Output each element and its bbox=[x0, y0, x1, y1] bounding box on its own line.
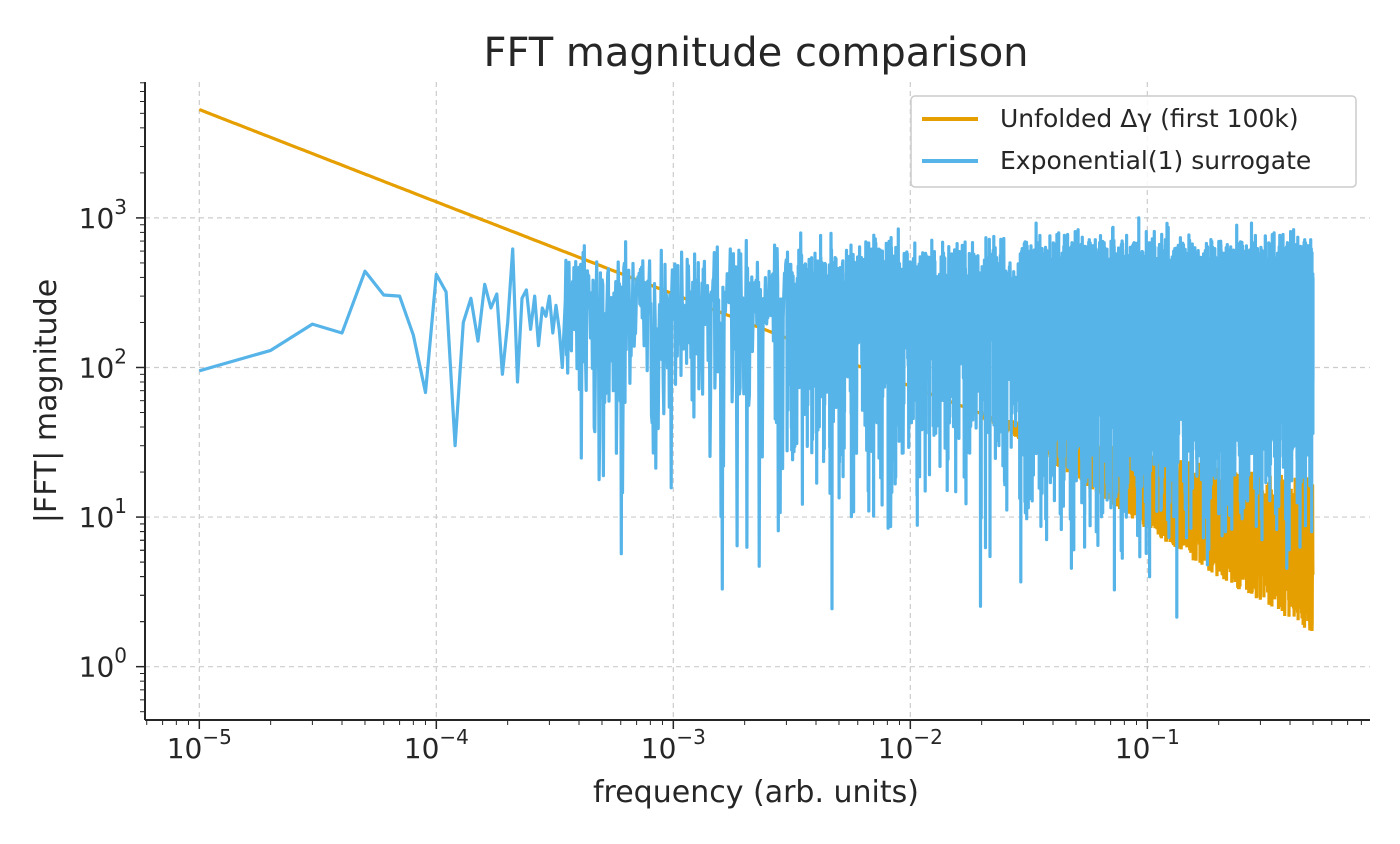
chart-title: FFT magnitude comparison bbox=[483, 30, 1028, 76]
axes: 10−5 10−4 10−3 10−2 10−1 100 101 102 103 bbox=[79, 82, 1370, 765]
x-tick-label: 10−5 bbox=[167, 725, 232, 765]
y-tick-label: 100 bbox=[79, 644, 127, 684]
y-axis-label: |FFT| magnitude bbox=[29, 279, 64, 523]
x-tick-label: 10−1 bbox=[1115, 725, 1180, 765]
x-tick-label: 10−3 bbox=[641, 725, 706, 765]
legend-label-unfolded: Unfolded Δγ (first 100k) bbox=[1000, 104, 1299, 133]
series-line-surrogate bbox=[198, 216, 1315, 619]
x-axis-label: frequency (arb. units) bbox=[593, 775, 919, 810]
x-tick-label: 10−2 bbox=[878, 725, 943, 765]
legend: Unfolded Δγ (first 100k) Exponential(1) … bbox=[910, 95, 1357, 188]
legend-box bbox=[910, 95, 1357, 188]
x-tick-label: 10−4 bbox=[404, 725, 469, 765]
legend-label-surrogate: Exponential(1) surrogate bbox=[1000, 146, 1311, 175]
plot-area bbox=[198, 108, 1315, 632]
y-tick-label: 101 bbox=[79, 494, 127, 534]
y-tick-label: 102 bbox=[79, 344, 127, 384]
y-tick-label: 103 bbox=[79, 195, 127, 235]
